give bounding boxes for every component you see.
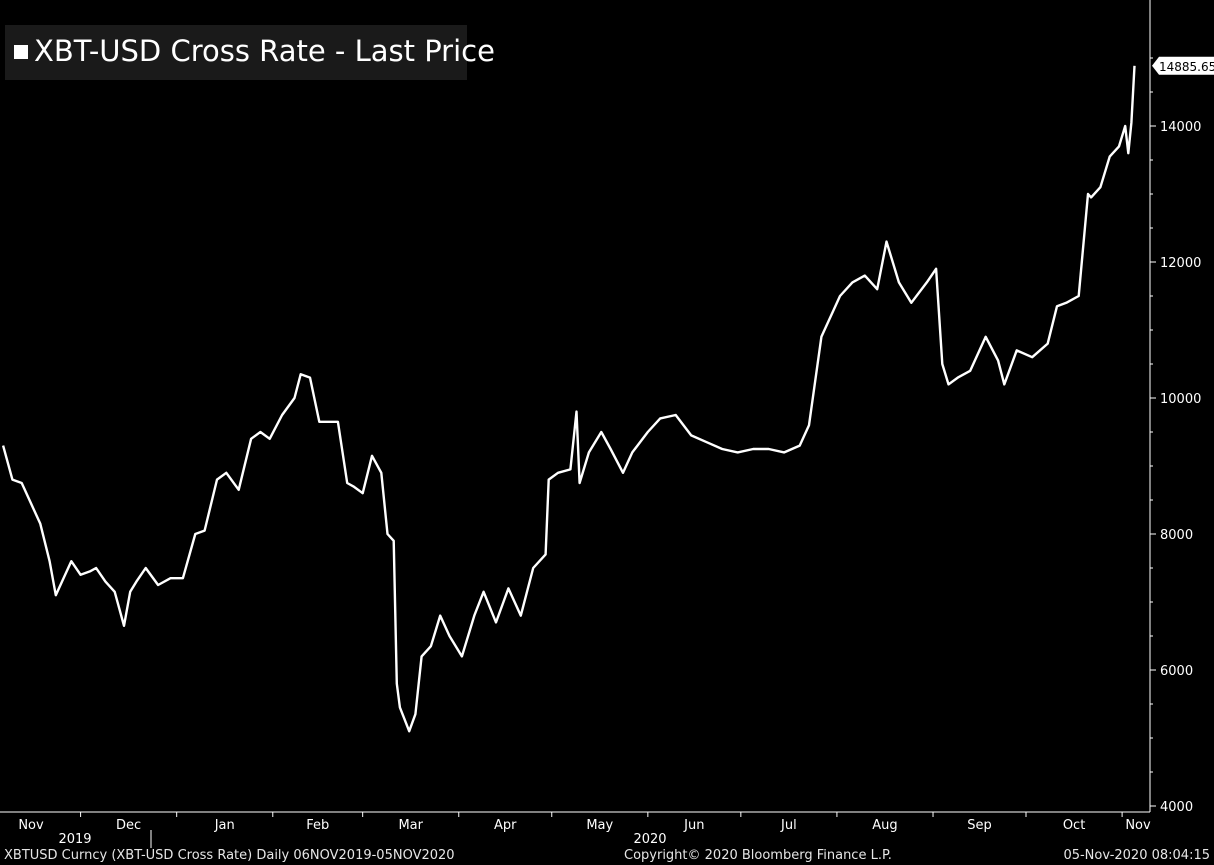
x-tick-label: Aug (872, 818, 897, 833)
legend-label: XBT-USD Cross Rate - Last Price (34, 34, 495, 68)
footer-timestamp: 05-Nov-2020 08:04:15 (1063, 848, 1210, 863)
last-value-flag (1152, 56, 1214, 75)
legend-swatch (14, 45, 28, 59)
price-line (1, 65, 1136, 733)
x-tick-label: Oct (1063, 818, 1085, 833)
x-tick-label: Mar (398, 818, 423, 833)
x-tick-label: Jul (780, 818, 797, 833)
x-tick-label: Nov (18, 818, 44, 833)
y-tick-label: 6000 (1160, 664, 1193, 679)
x-tick-label: Feb (306, 818, 329, 833)
plot-area (1, 65, 1136, 733)
x-tick-label: Apr (494, 818, 517, 833)
legend-box (5, 25, 467, 80)
x-tick-label: Sep (967, 818, 992, 833)
y-tick-label: 12000 (1160, 256, 1201, 271)
y-tick-label: 8000 (1160, 528, 1193, 543)
x-tick-label: Nov (1125, 818, 1151, 833)
y-tick-label: 14000 (1160, 120, 1201, 135)
last-value-label: 14885.65 (1159, 60, 1214, 74)
footer-copyright: Copyright© 2020 Bloomberg Finance L.P. (624, 848, 892, 863)
year-label: 2020 (633, 832, 666, 847)
y-tick-label: 4000 (1160, 800, 1193, 815)
x-tick-label: Dec (116, 818, 141, 833)
footer-security-info: XBTUSD Curncy (XBT-USD Cross Rate) Daily… (4, 848, 455, 863)
x-tick-label: Jan (214, 818, 235, 833)
x-tick-label: Jun (683, 818, 704, 833)
y-tick-label: 10000 (1160, 392, 1201, 407)
x-tick-label: May (586, 818, 613, 833)
year-label: 2019 (58, 832, 91, 847)
